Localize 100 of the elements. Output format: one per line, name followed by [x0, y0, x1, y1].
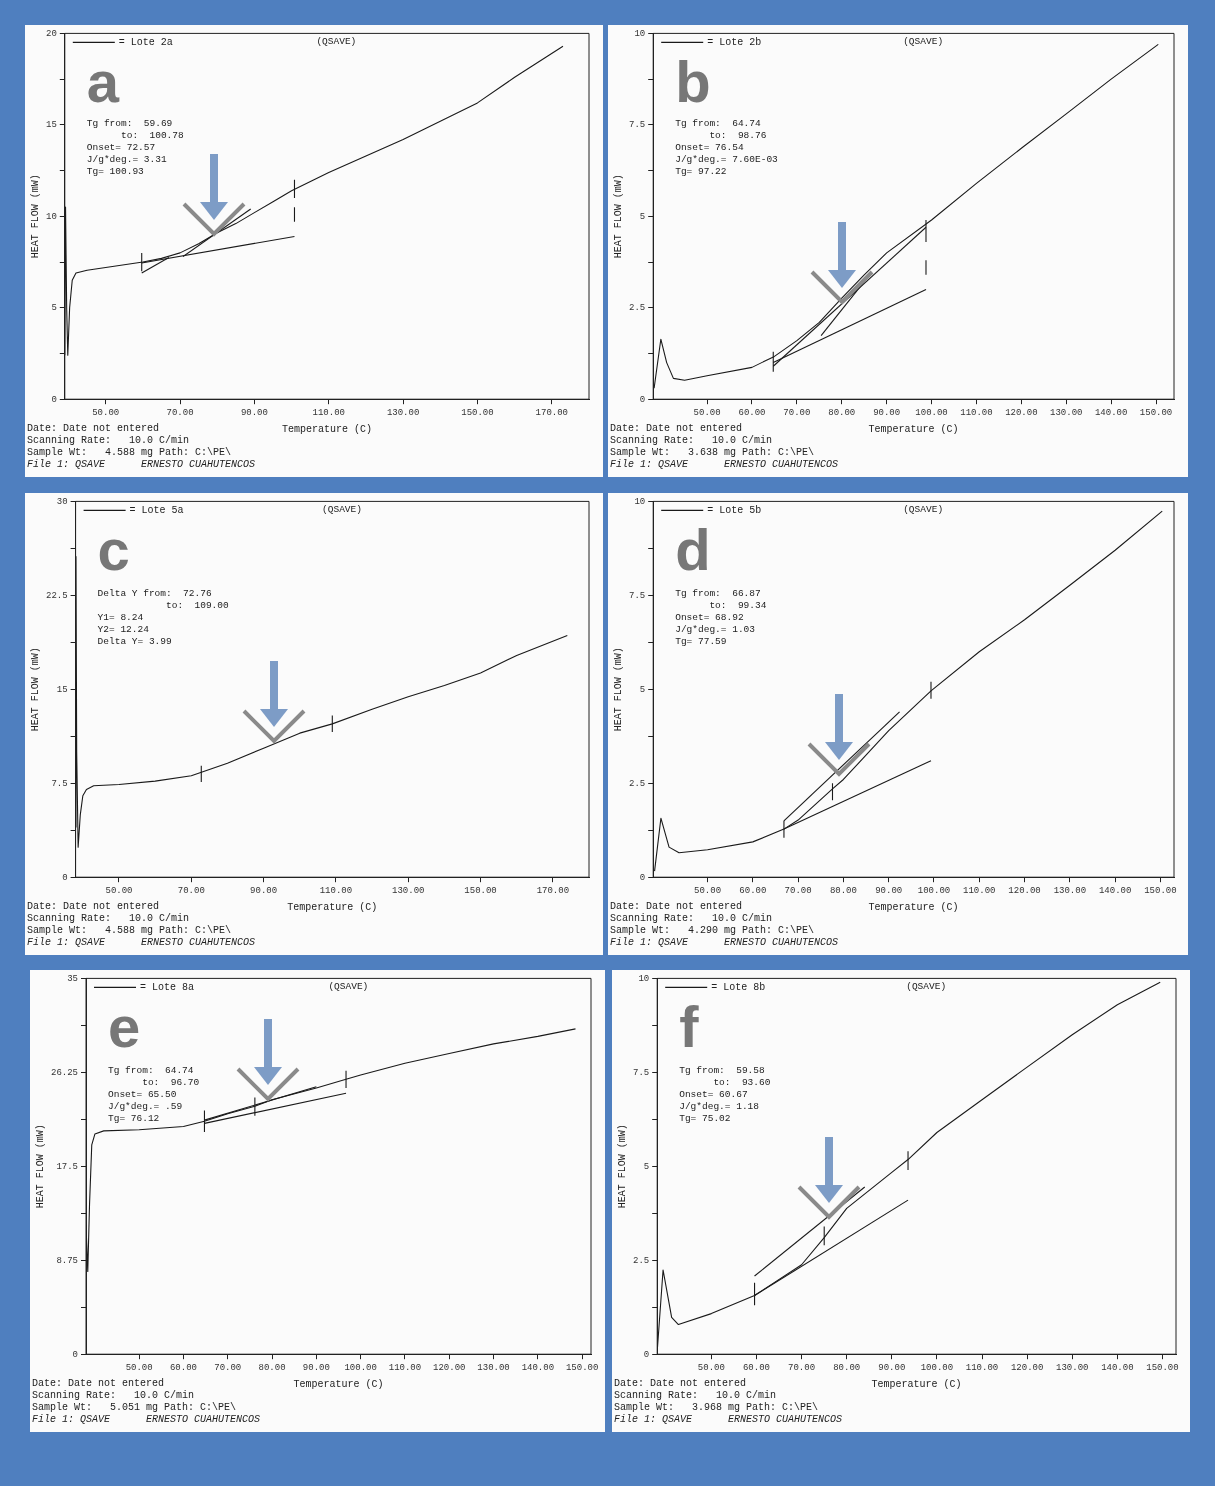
- x-tick-label: 70.00: [214, 1362, 242, 1373]
- annotation: to: 98.76: [708, 129, 767, 142]
- y-tick-label: 0: [51, 394, 57, 405]
- text: File 1: QSAVE ERNESTO CUAHUTENCOS: [32, 1414, 261, 1426]
- annotation: f: [679, 994, 699, 1060]
- x-tick-label: 120.00: [1008, 885, 1041, 896]
- x-tick-label: 50.00: [125, 1362, 153, 1373]
- y-tick-label: 10: [638, 973, 650, 984]
- text: Date: Date not entered: [610, 901, 743, 913]
- text: File 1: QSAVE ERNESTO CUAHUTENCOS: [614, 1414, 843, 1426]
- annotation: d: [675, 517, 711, 583]
- x-axis-title: Temperature (C): [287, 901, 378, 913]
- text: Date: Date not entered: [614, 1378, 747, 1390]
- x-tick-label: 90.00: [878, 1362, 906, 1373]
- annotation: J/g*deg.= 3.31: [86, 153, 167, 166]
- text: Scanning Rate: 10.0 C/min: [27, 435, 190, 447]
- annotation: (QSAVE): [316, 36, 357, 48]
- y-tick-label: 2.5: [629, 778, 646, 789]
- x-axis-title: Temperature (C): [868, 901, 959, 913]
- y-tick-label: 7.5: [629, 120, 646, 131]
- y-axis-title: HEAT FLOW (mW): [29, 647, 41, 732]
- annotation: to: 96.70: [141, 1076, 200, 1089]
- y-axis-title: HEAT FLOW (mW): [612, 174, 624, 259]
- x-tick-label: 70.00: [166, 407, 194, 418]
- x-axis-title: Temperature (C): [293, 1378, 384, 1390]
- y-tick-label: 0: [639, 394, 646, 405]
- annotation: Tg= 97.22: [675, 165, 727, 178]
- annotation: Tg from: 59.69: [86, 117, 173, 130]
- annotation: e: [108, 994, 141, 1060]
- annotation: Onset= 72.57: [86, 141, 156, 154]
- x-axis-title: Temperature (C): [281, 423, 372, 435]
- annotation: (QSAVE): [328, 981, 369, 993]
- annotation: Tg= 76.12: [108, 1112, 160, 1125]
- text: Sample Wt: 4.588 mg Path: C:\PE\: [27, 447, 232, 459]
- y-tick-label: 0: [639, 872, 646, 883]
- text: Sample Wt: 4.290 mg Path: C:\PE\: [610, 925, 815, 937]
- x-tick-label: 110.00: [960, 407, 993, 418]
- x-tick-label: 150.00: [1146, 1362, 1179, 1373]
- x-tick-label: 80.00: [258, 1362, 286, 1373]
- annotation: (QSAVE): [903, 36, 944, 48]
- text: Sample Wt: 3.638 mg Path: C:\PE\: [610, 447, 815, 459]
- y-tick-label: 30: [56, 496, 68, 507]
- y-tick-label: 15: [45, 120, 57, 131]
- annotation: J/g*deg.= .59: [108, 1100, 183, 1113]
- x-tick-label: 100.00: [915, 407, 948, 418]
- x-tick-label: 130.00: [1053, 885, 1087, 896]
- annotation: (QSAVE): [906, 981, 947, 993]
- annotation: Tg from: 59.58: [679, 1064, 765, 1077]
- x-tick-label: 140.00: [1098, 885, 1132, 896]
- x-tick-label: 150.00: [461, 407, 494, 418]
- annotation: b: [675, 49, 711, 115]
- x-tick-label: 70.00: [177, 885, 205, 896]
- annotation: a: [86, 49, 120, 115]
- y-tick-label: 7.5: [629, 590, 646, 601]
- x-tick-label: 50.00: [105, 885, 133, 896]
- text: Scanning Rate: 10.0 C/min: [27, 913, 190, 925]
- annotation: c: [97, 517, 130, 583]
- x-tick-label: 170.00: [536, 885, 570, 896]
- annotation: Onset= 68.92: [675, 611, 744, 624]
- x-tick-label: 90.00: [250, 885, 278, 896]
- x-tick-label: 90.00: [873, 407, 901, 418]
- x-tick-label: 130.00: [1056, 1362, 1089, 1373]
- annotation: Tg from: 64.74: [675, 117, 761, 130]
- y-tick-label: 15: [56, 684, 68, 695]
- y-tick-label: 0: [62, 872, 68, 883]
- y-tick-label: 17.5: [56, 1161, 78, 1172]
- annotation: Onset= 60.67: [679, 1088, 748, 1101]
- annotation: (QSAVE): [903, 504, 944, 516]
- y-tick-label: 2.5: [629, 303, 646, 314]
- x-tick-label: 130.00: [392, 885, 425, 896]
- x-tick-label: 100.00: [344, 1362, 377, 1373]
- text: File 1: QSAVE ERNESTO CUAHUTENCOS: [27, 459, 256, 471]
- annotation: Tg= 100.93: [86, 165, 144, 178]
- legend-label: = Lote 8b: [711, 982, 766, 994]
- y-tick-label: 10: [634, 28, 646, 39]
- annotation: Y2= 12.24: [97, 623, 149, 636]
- x-tick-label: 90.00: [240, 407, 268, 418]
- annotation: Onset= 65.50: [108, 1088, 177, 1101]
- text: Date: Date not entered: [32, 1378, 165, 1390]
- x-tick-label: 110.00: [388, 1362, 422, 1373]
- x-tick-label: 50.00: [694, 885, 722, 896]
- x-tick-label: 150.00: [1139, 407, 1173, 418]
- x-tick-label: 70.00: [784, 885, 812, 896]
- x-tick-label: 150.00: [1144, 885, 1177, 896]
- x-tick-label: 80.00: [833, 1362, 861, 1373]
- legend-label: = Lote 5b: [707, 505, 762, 517]
- text: Scanning Rate: 10.0 C/min: [610, 435, 773, 447]
- y-tick-label: 5: [51, 303, 57, 314]
- text: Sample Wt: 4.588 mg Path: C:\PE\: [27, 925, 232, 937]
- x-tick-label: 110.00: [965, 1362, 999, 1373]
- x-tick-label: 50.00: [92, 407, 120, 418]
- annotation: to: 99.34: [708, 599, 767, 612]
- x-tick-label: 50.00: [697, 1362, 725, 1373]
- legend-label: = Lote 2b: [707, 37, 762, 49]
- annotation: to: 109.00: [165, 599, 229, 612]
- text: Date: Date not entered: [27, 423, 160, 435]
- x-axis-title: Temperature (C): [871, 1378, 962, 1390]
- x-tick-label: 170.00: [535, 407, 569, 418]
- y-tick-label: 20: [45, 28, 57, 39]
- y-tick-label: 5: [639, 684, 646, 695]
